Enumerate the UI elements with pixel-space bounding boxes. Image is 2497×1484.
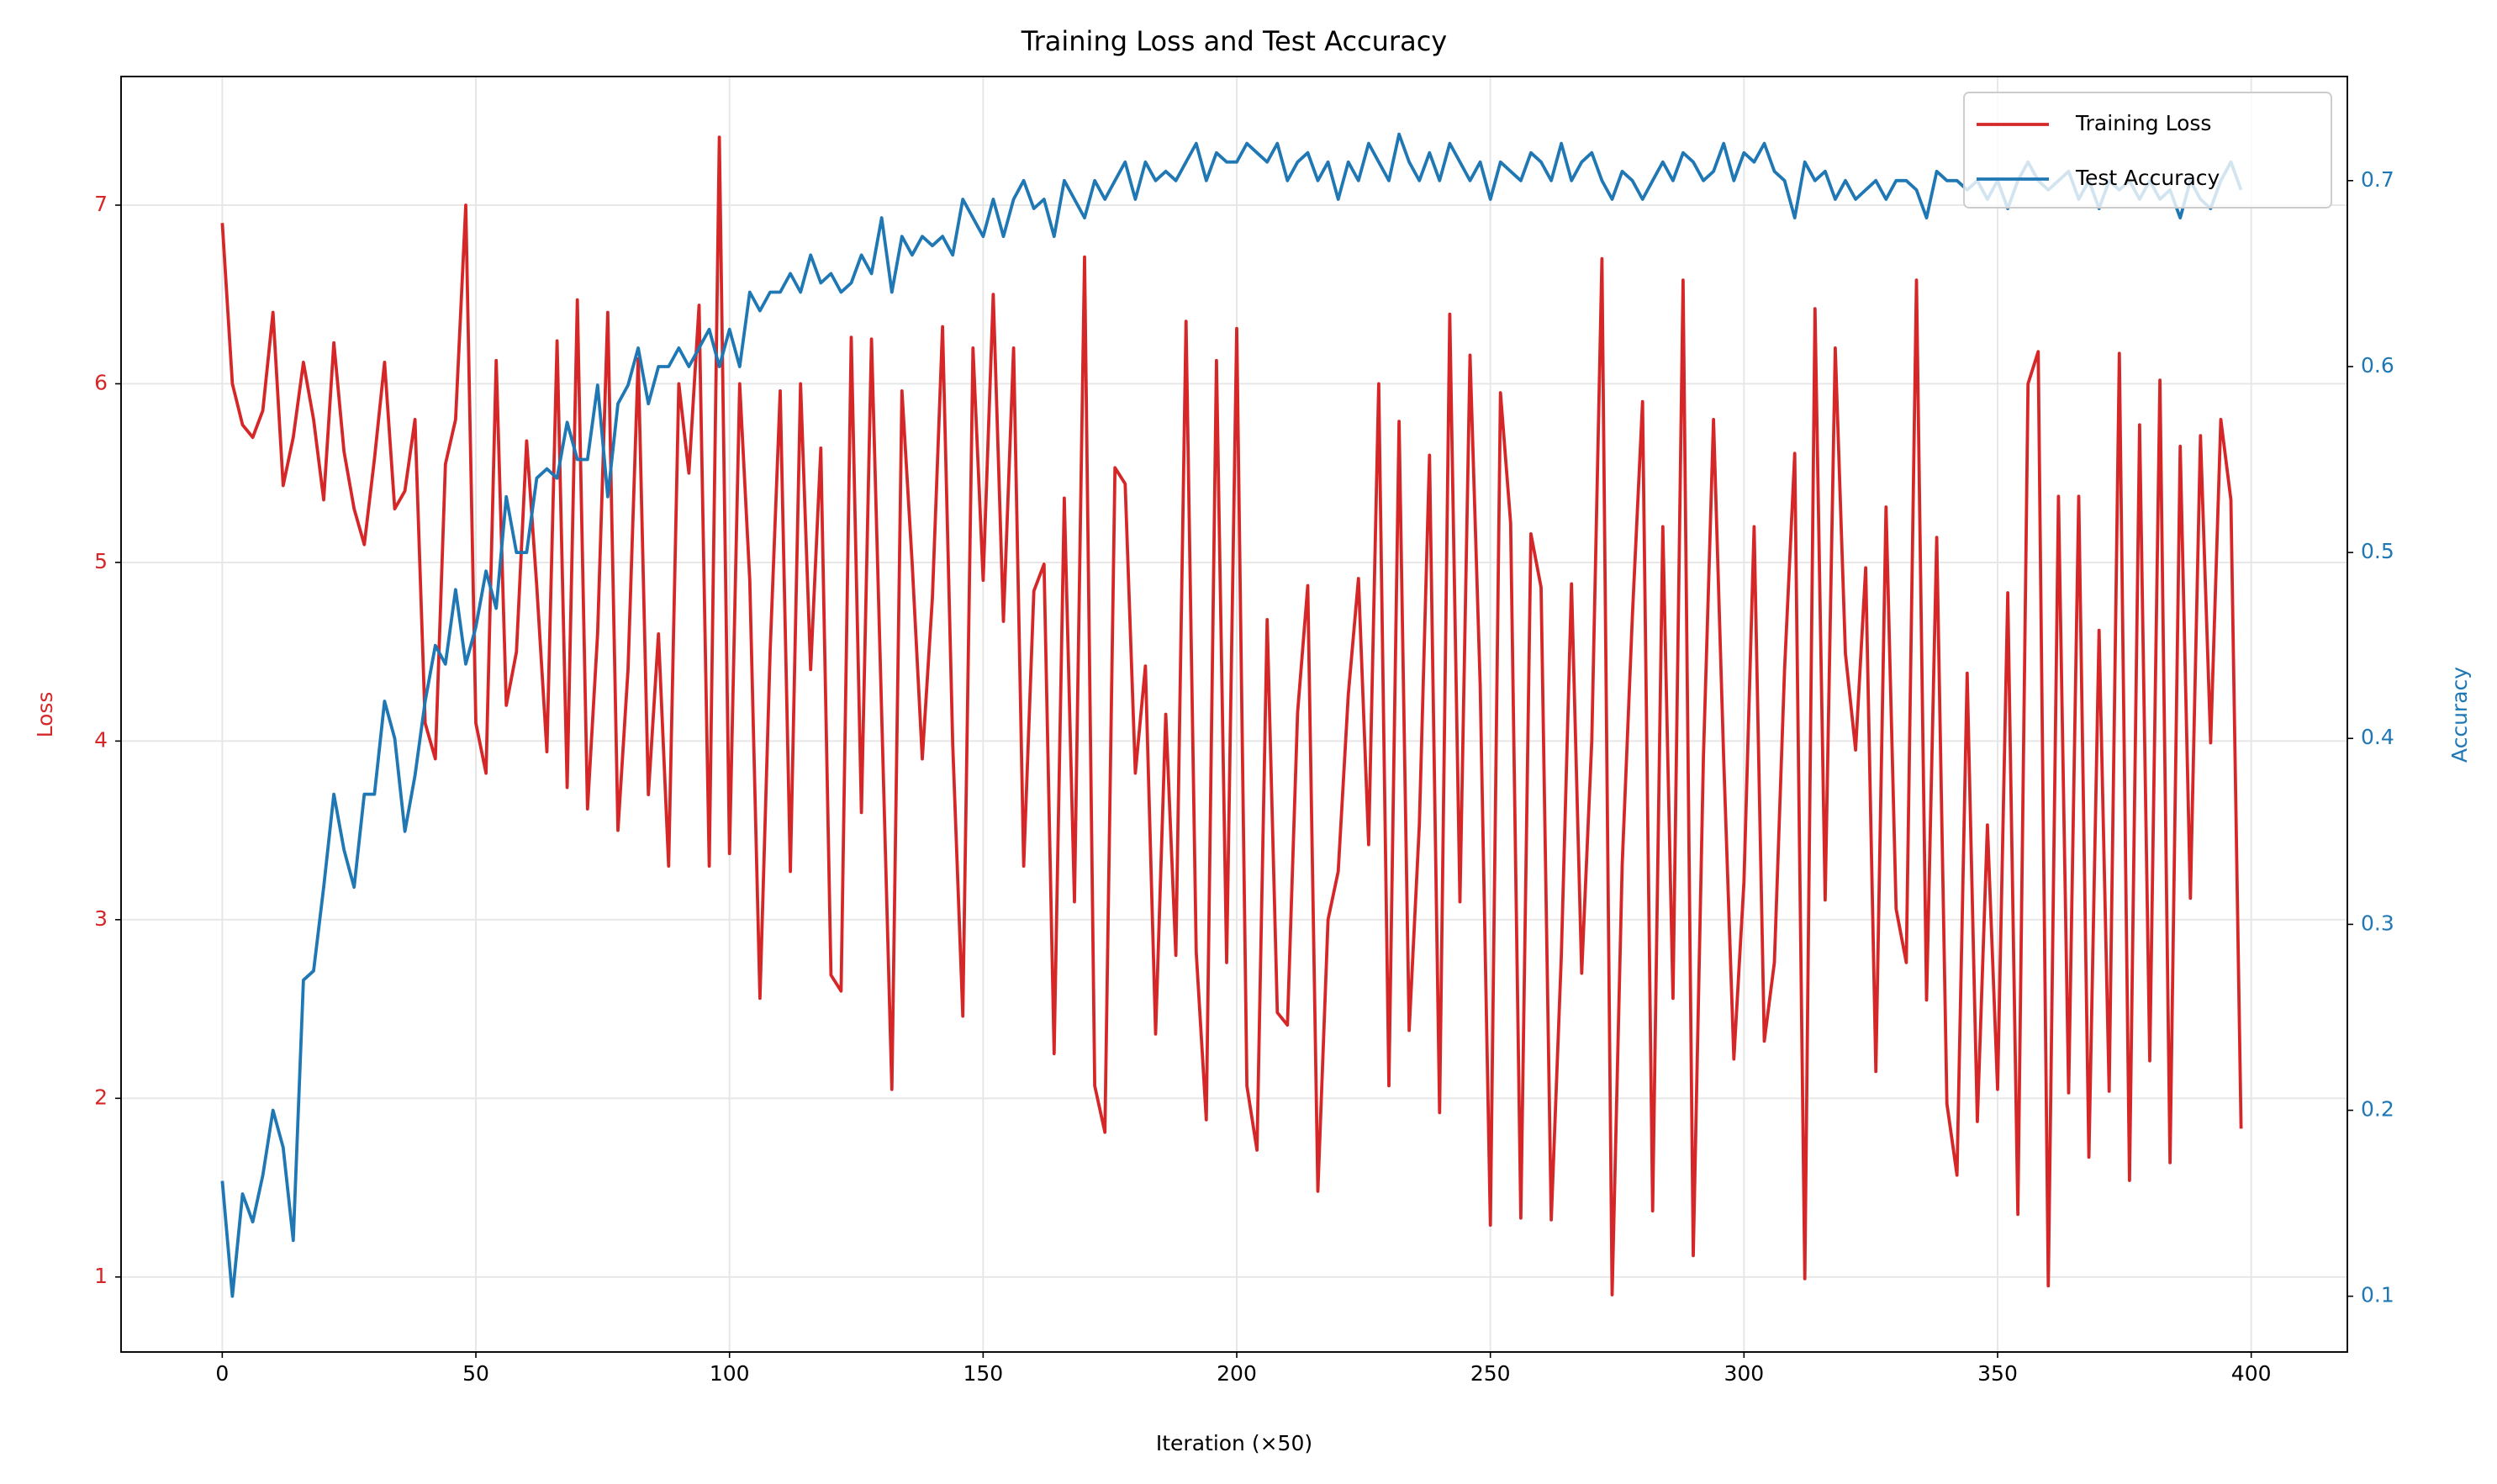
x-tick-label: 100	[710, 1361, 750, 1386]
legend-box	[1963, 92, 2332, 209]
x-tick-label: 50	[462, 1361, 489, 1386]
y-tick-label: 7	[94, 192, 108, 216]
line-series	[220, 132, 2243, 1298]
y-tick-label: 5	[94, 549, 108, 573]
y-tick-label: 2	[94, 1085, 108, 1109]
x-tick-label: 0	[215, 1361, 229, 1386]
y-tick-label: 1	[94, 1264, 108, 1288]
y2-tick-label: 0.6	[2361, 353, 2394, 378]
y2-tick-label: 0.3	[2361, 911, 2394, 935]
x-tick-label: 400	[2231, 1361, 2272, 1386]
y-tick-label: 6	[94, 370, 108, 394]
x-tick-label: 350	[1977, 1361, 2018, 1386]
y-tick-label: 3	[94, 906, 108, 931]
y2-tick-label: 0.4	[2361, 725, 2394, 749]
x-tick-label: 250	[1470, 1361, 1511, 1386]
y-tick-label: 4	[94, 727, 108, 752]
legend-label: Training Loss	[2075, 111, 2211, 135]
line-series	[220, 135, 2243, 1297]
y2-tick-label: 0.2	[2361, 1097, 2394, 1122]
x-tick-label: 150	[963, 1361, 1003, 1386]
legend-label: Test Accuracy	[2075, 166, 2220, 190]
x-tick-label: 300	[1724, 1361, 1764, 1386]
x-tick-label: 200	[1217, 1361, 1257, 1386]
chart-title: Training Loss and Test Accuracy	[1021, 25, 1447, 57]
y2-tick-label: 0.5	[2361, 539, 2394, 563]
y2-tick-label: 0.1	[2361, 1283, 2394, 1307]
x-axis-label: Iteration (×50)	[1156, 1431, 1312, 1455]
y-axis-label: Loss	[33, 692, 57, 738]
plot-frame	[120, 76, 2348, 1353]
y2-tick-label: 0.7	[2361, 167, 2394, 192]
y2-axis-label: Accuracy	[2447, 667, 2472, 763]
